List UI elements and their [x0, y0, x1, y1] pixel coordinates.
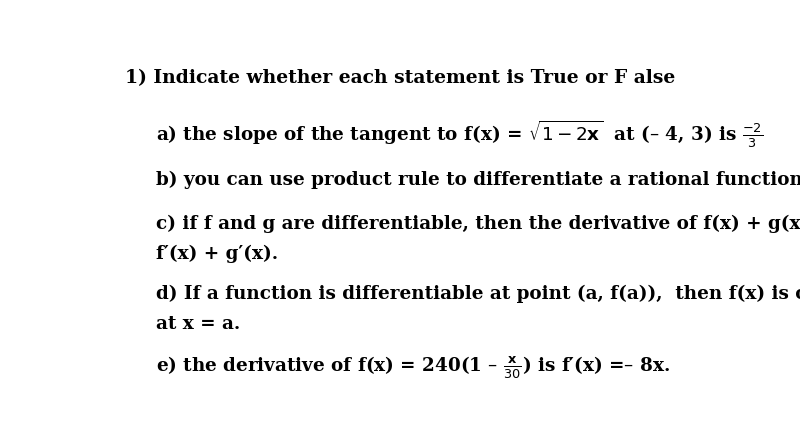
Text: f′(x) + g′(x).: f′(x) + g′(x). [156, 244, 278, 263]
Text: d) If a function is differentiable at point (a, f(a)),  then f(x) is continuous: d) If a function is differentiable at po… [156, 284, 800, 302]
Text: b) you can use product rule to differentiate a rational function: b) you can use product rule to different… [156, 171, 800, 189]
Text: a) the slope of the tangent to f(x) = $\sqrt{1-2\mathbf{x}}$  at (– 4, 3) is $\f: a) the slope of the tangent to f(x) = $\… [156, 119, 763, 150]
Text: 1) Indicate whether each statement is True or F alse: 1) Indicate whether each statement is Tr… [125, 69, 675, 87]
Text: e) the derivative of f(x) = 240(1 – $\frac{\mathbf{x}}{30}$) is f′(x) =– 8x.: e) the derivative of f(x) = 240(1 – $\fr… [156, 355, 670, 381]
Text: at x = a.: at x = a. [156, 314, 240, 332]
Text: c) if f and g are differentiable, then the derivative of f(x) + g(x) is: c) if f and g are differentiable, then t… [156, 214, 800, 232]
